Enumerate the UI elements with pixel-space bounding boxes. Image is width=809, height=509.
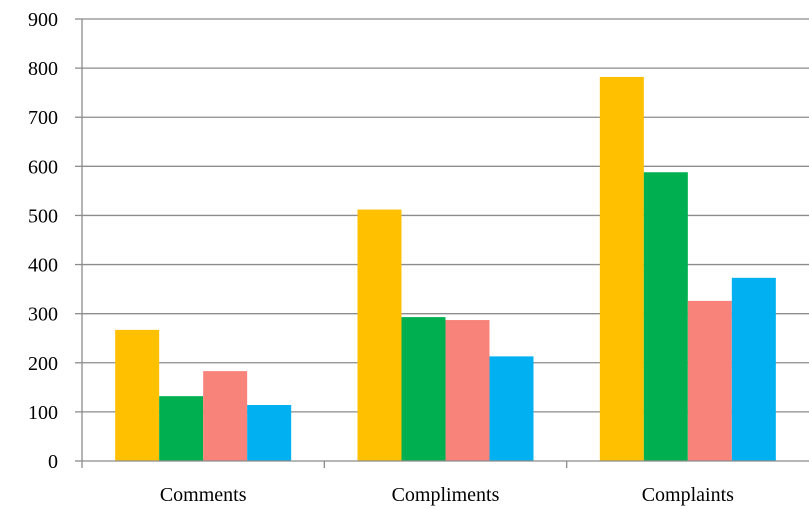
y-tick-label: 500: [28, 205, 58, 227]
y-tick-label: 100: [28, 402, 58, 424]
bar-series-1-comments: [115, 329, 160, 461]
bar-series-3-complaints: [687, 300, 732, 461]
bars: [115, 76, 776, 461]
y-tick-label: 800: [28, 58, 58, 80]
axes: [75, 18, 809, 468]
y-tick-label: 600: [28, 156, 58, 178]
bar-series-4-compliments: [489, 356, 534, 461]
y-tick-label: 200: [28, 353, 58, 375]
y-tick-label: 700: [28, 107, 58, 129]
y-tick-label: 900: [28, 9, 58, 31]
bar-series-4-complaints: [731, 277, 776, 461]
bar-series-2-compliments: [401, 317, 446, 461]
x-category-label: Compliments: [392, 484, 500, 506]
y-tick-label: 0: [48, 451, 58, 473]
gridlines: [82, 18, 809, 413]
bar-series-1-compliments: [357, 209, 402, 461]
x-category-label: Complaints: [642, 484, 734, 506]
bar-series-1-complaints: [599, 76, 644, 461]
y-tick-label: 400: [28, 255, 58, 277]
bar-series-3-compliments: [445, 320, 490, 461]
bar-series-3-comments: [203, 371, 248, 461]
y-tick-label: 300: [28, 304, 58, 326]
bar-series-2-complaints: [643, 172, 688, 461]
bar-series-2-comments: [159, 396, 204, 461]
bar-series-4-comments: [247, 405, 292, 461]
tick-labels: 0 100 200 300 400 500 600 700 800 900 Comments Comp…: [28, 9, 734, 506]
x-category-label: Comments: [160, 484, 247, 506]
